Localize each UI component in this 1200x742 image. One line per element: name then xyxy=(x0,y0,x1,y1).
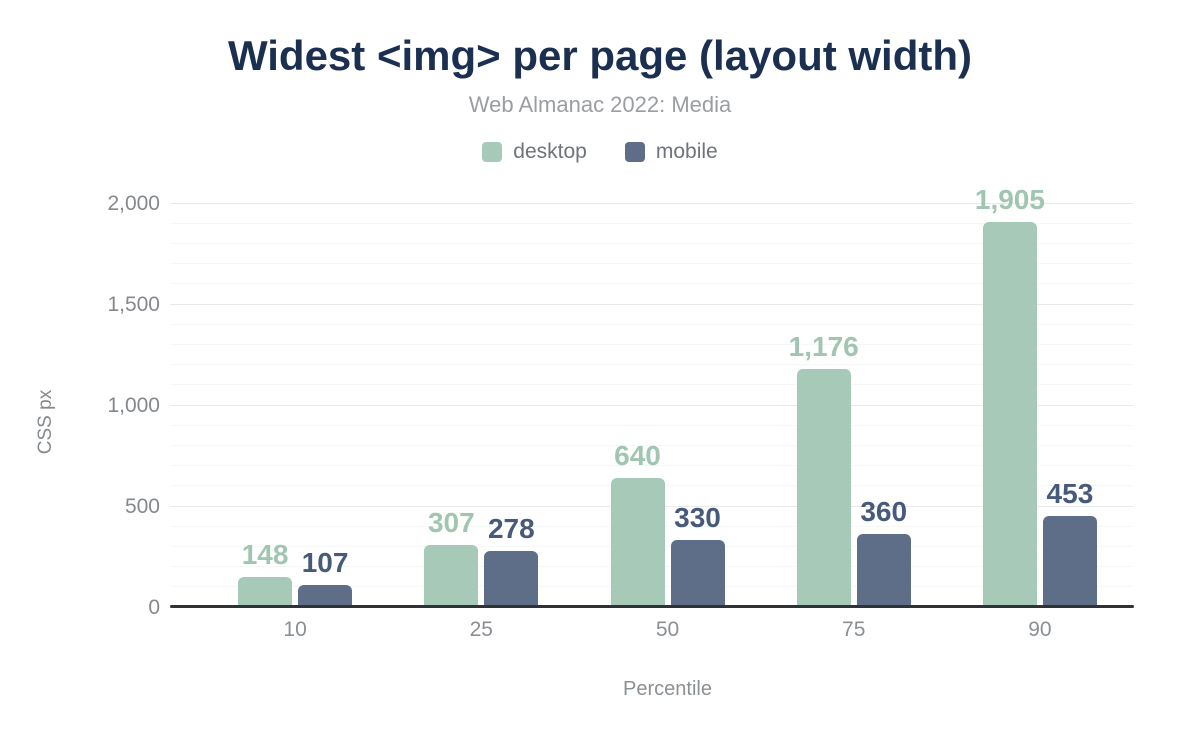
minor-gridline-700 xyxy=(170,465,1133,467)
bar-mobile-p10: 107 xyxy=(298,549,353,607)
y-tick-2,000: 2,000 xyxy=(107,192,160,215)
bar-pair-25: 307 278 xyxy=(424,509,539,607)
bar-group-50: 640 330 xyxy=(574,203,760,607)
value-label-mobile-p90: 453 xyxy=(1046,477,1094,509)
legend: desktop mobile xyxy=(0,140,1200,164)
y-tick-1,000: 1,000 xyxy=(107,394,160,417)
legend-item-desktop[interactable]: desktop xyxy=(482,140,587,164)
bar-pair-90: 1,905 453 xyxy=(975,186,1097,607)
bar-mobile-p50: 330 xyxy=(670,504,725,607)
minor-gridline-900 xyxy=(170,424,1133,426)
major-gridline-1500 xyxy=(170,303,1133,305)
x-axis-line xyxy=(170,605,1134,608)
value-label-mobile-p50: 330 xyxy=(674,502,721,534)
chart-title: Widest <img> per page (layout width) xyxy=(227,32,973,79)
bar-mobile-p90: 453 xyxy=(1042,479,1097,607)
bar-pair-50: 640 330 xyxy=(610,441,725,607)
value-label-mobile-p75: 360 xyxy=(860,496,908,528)
bar-desktop-p10: 148 xyxy=(238,541,293,607)
value-label-desktop-p25: 307 xyxy=(427,507,475,538)
bar-group-75: 1,176 360 xyxy=(761,203,947,607)
bars-layer: 148 107 307 278 640 330 1,176 360 1,905 453 xyxy=(202,186,1133,607)
bar-pair-10: 148 107 xyxy=(238,541,353,607)
bar-desktop-p90: 1,905 xyxy=(975,186,1045,607)
bar-mobile-p25: 278 xyxy=(484,514,539,607)
y-tick-0: 0 xyxy=(148,596,160,619)
mobile-swatch-icon xyxy=(624,142,645,162)
chart-subtitle: Web Almanac 2022: Media xyxy=(468,92,732,117)
desktop-swatch-icon xyxy=(482,142,503,162)
value-label-desktop-p50: 640 xyxy=(614,439,661,471)
minor-gridline-1100 xyxy=(170,384,1133,386)
minor-gridline-1800 xyxy=(170,242,1133,244)
bar-desktop-p75: 1,176 xyxy=(789,333,859,607)
minor-gridline-1400 xyxy=(170,323,1133,325)
minor-gridline-1300 xyxy=(170,343,1133,345)
x-tick-75: 75 xyxy=(842,618,866,641)
x-tick-10: 10 xyxy=(283,618,307,641)
bar-mobile-p75: 360 xyxy=(856,498,911,607)
bar-group-90: 1,905 453 xyxy=(947,186,1133,607)
legend-label-desktop: desktop xyxy=(513,140,587,163)
minor-gridline-1600 xyxy=(170,283,1133,285)
bar-desktop-p50: 640 xyxy=(610,441,665,607)
value-label-mobile-p10: 107 xyxy=(301,547,349,579)
y-axis-tick-labels: 0 500 1,000 1,500 2,000 xyxy=(0,193,160,618)
minor-gridline-1200 xyxy=(170,364,1133,366)
value-label-mobile-p25: 278 xyxy=(487,512,535,544)
value-label-desktop-p75: 1,176 xyxy=(788,331,859,363)
bar-group-25: 307 278 xyxy=(388,203,574,607)
bar-desktop-p25: 307 xyxy=(424,509,479,607)
y-tick-500: 500 xyxy=(124,495,160,518)
major-gridline-1000 xyxy=(170,404,1133,406)
value-label-desktop-p10: 148 xyxy=(241,539,289,571)
minor-gridline-1900 xyxy=(170,222,1133,224)
legend-item-mobile[interactable]: mobile xyxy=(624,140,718,164)
x-tick-90: 90 xyxy=(1028,618,1052,641)
bar-pair-75: 1,176 360 xyxy=(789,333,911,607)
x-axis-tick-labels: 10 25 50 75 90 xyxy=(202,618,1133,642)
minor-gridline-800 xyxy=(170,444,1133,446)
x-tick-50: 50 xyxy=(655,618,680,641)
x-axis-title: Percentile xyxy=(623,678,712,700)
value-label-desktop-p90: 1,905 xyxy=(974,184,1045,216)
x-tick-25: 25 xyxy=(469,618,493,641)
bar-group-10: 148 107 xyxy=(202,203,388,607)
minor-gridline-1700 xyxy=(170,263,1133,265)
legend-label-mobile: mobile xyxy=(655,140,718,163)
y-tick-1,500: 1,500 xyxy=(107,293,160,316)
major-gridline-2000 xyxy=(170,202,1133,204)
plot-area: 148 107 307 278 640 330 1,176 360 1,905 453 xyxy=(170,186,1133,607)
